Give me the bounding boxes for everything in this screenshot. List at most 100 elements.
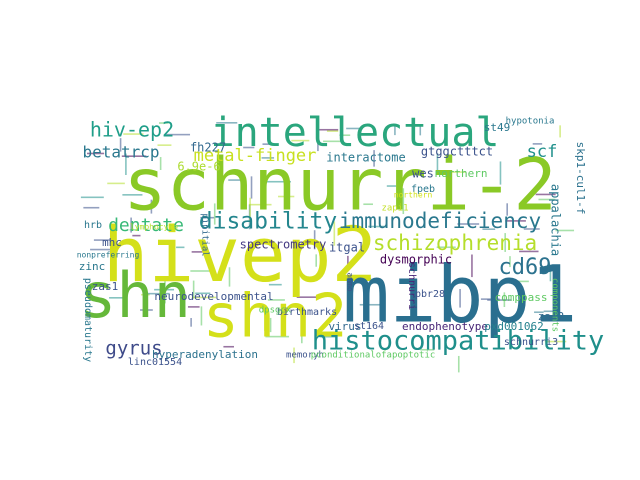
cloud-word: schnurri xyxy=(406,262,417,310)
filler-word-mark xyxy=(509,256,511,268)
filler-word-mark xyxy=(544,340,567,343)
cloud-word: betatrcp xyxy=(82,143,159,162)
filler-word-mark xyxy=(164,133,191,136)
cloud-word: northern xyxy=(435,167,488,180)
filler-word-mark xyxy=(216,306,226,308)
cloud-word: 6.9e-6 xyxy=(177,160,220,174)
cloud-word: gtggctttct xyxy=(421,145,493,159)
filler-word-mark xyxy=(504,233,506,252)
filler-word-mark xyxy=(157,144,172,146)
filler-word-mark xyxy=(317,128,339,131)
filler-word-mark xyxy=(213,203,216,225)
cloud-word: neurodevelopmental xyxy=(154,290,273,303)
filler-word-mark xyxy=(195,292,211,295)
filler-word-mark xyxy=(373,150,375,167)
cloud-word: linc01554 xyxy=(128,357,182,368)
filler-word-mark xyxy=(267,299,285,301)
cloud-word: gyrus xyxy=(105,338,162,360)
cloud-word: hivep2 xyxy=(103,210,378,299)
filler-word-mark xyxy=(87,152,105,155)
filler-word-mark xyxy=(347,255,349,271)
filler-word-mark xyxy=(301,326,303,344)
filler-word-mark xyxy=(191,251,203,253)
cloud-word: memoryh xyxy=(286,351,324,361)
filler-word-mark xyxy=(125,153,127,175)
filler-word-mark xyxy=(459,289,461,308)
filler-word-mark xyxy=(228,179,247,181)
filler-word-mark xyxy=(176,246,185,249)
cloud-word: metal-finger xyxy=(194,146,317,166)
filler-word-mark xyxy=(317,134,319,152)
cloud-word: intellectual xyxy=(211,110,500,156)
filler-word-mark xyxy=(394,123,396,136)
filler-word-mark xyxy=(262,143,275,145)
cloud-word: northern xyxy=(394,191,433,200)
filler-word-mark xyxy=(250,176,253,199)
cloud-word: hrb xyxy=(84,220,102,231)
cloud-word: hyperadenylation xyxy=(152,348,258,361)
filler-word-mark xyxy=(291,139,310,142)
cloud-word: pconditionalofapoptotic xyxy=(311,351,436,361)
filler-word-mark xyxy=(386,185,397,187)
cloud-word: fpeb xyxy=(411,184,435,195)
cloud-word: dpsgcx xyxy=(259,306,292,316)
cloud-word: comppass xyxy=(495,291,548,304)
cloud-word: wes xyxy=(412,167,434,181)
filler-word-mark xyxy=(268,283,282,286)
filler-word-mark xyxy=(200,216,215,219)
cloud-word: endophenotype xyxy=(402,320,488,333)
filler-word-mark xyxy=(121,155,147,157)
filler-word-mark xyxy=(191,296,217,299)
filler-word-mark xyxy=(192,280,195,299)
filler-word-mark xyxy=(141,293,150,296)
filler-word-mark xyxy=(555,277,558,298)
filler-word-mark xyxy=(266,180,291,183)
filler-word-mark xyxy=(436,153,439,175)
filler-word-mark xyxy=(107,182,125,185)
filler-word-mark xyxy=(419,125,422,136)
filler-word-mark xyxy=(132,234,141,237)
filler-word-mark xyxy=(402,188,405,215)
filler-word-mark xyxy=(130,217,132,233)
filler-word-mark xyxy=(129,229,139,231)
cloud-word: ammo xyxy=(346,272,355,291)
cloud-word: spectrometry xyxy=(240,238,327,252)
filler-word-mark xyxy=(499,161,502,185)
filler-word-mark xyxy=(559,125,561,138)
filler-word-mark xyxy=(323,140,342,143)
filler-word-mark xyxy=(319,335,336,338)
small-word-filler xyxy=(80,122,575,373)
filler-word-mark xyxy=(154,288,175,291)
filler-word-mark xyxy=(333,221,336,246)
filler-word-mark xyxy=(159,122,169,124)
filler-word-mark xyxy=(535,193,556,196)
cloud-word: interactome xyxy=(326,151,405,165)
cloud-word: shn xyxy=(79,259,191,332)
filler-word-mark xyxy=(140,309,153,311)
cloud-word: birthmarks xyxy=(277,307,337,318)
filler-word-mark xyxy=(457,355,460,373)
filler-word-mark xyxy=(444,171,466,173)
cloud-word: scf xyxy=(527,142,558,162)
filler-word-mark xyxy=(523,228,540,230)
cloud-word: fh227 xyxy=(190,141,226,155)
filler-word-mark xyxy=(243,146,255,149)
filler-word-mark xyxy=(313,230,316,250)
cloud-word: mhc xyxy=(102,236,122,249)
filler-word-mark xyxy=(420,348,435,351)
filler-word-mark xyxy=(93,239,112,241)
filler-word-mark xyxy=(534,311,544,314)
filler-word-mark xyxy=(368,225,386,228)
cloud-word: zapi1 xyxy=(381,204,408,214)
filler-word-mark xyxy=(190,318,192,327)
cloud-word: zas1 xyxy=(92,280,119,293)
filler-word-mark xyxy=(159,157,162,171)
cloud-word: histocompatibility xyxy=(312,326,605,357)
filler-word-mark xyxy=(187,306,200,308)
filler-word-mark xyxy=(248,203,272,206)
filler-word-mark xyxy=(249,197,251,223)
filler-word-mark xyxy=(444,276,446,289)
filler-word-mark xyxy=(487,299,512,301)
cloud-word: components xyxy=(550,278,560,332)
